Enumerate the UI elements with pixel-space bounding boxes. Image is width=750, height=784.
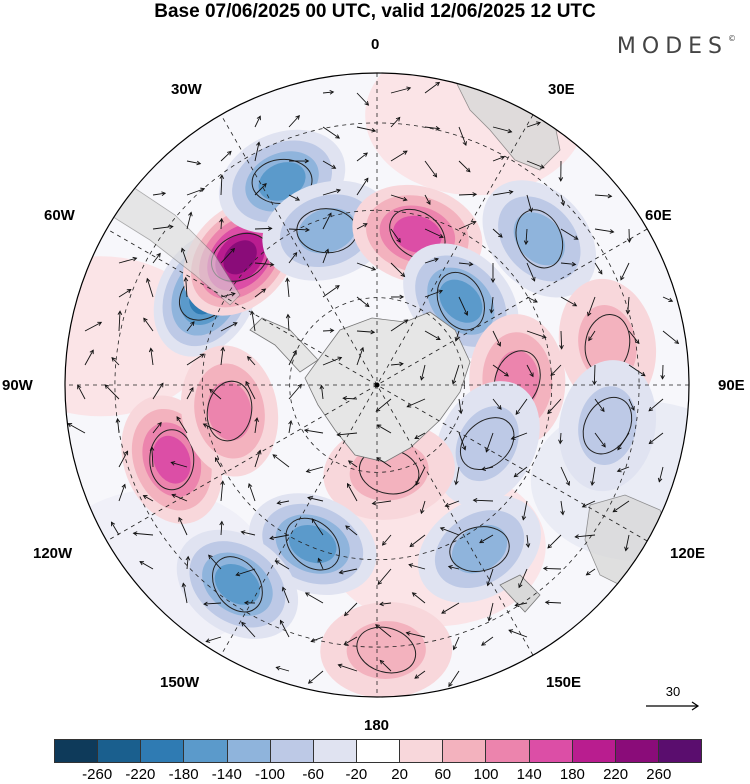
colorbar-tick-label: 20	[391, 766, 408, 783]
colorbar-segment	[443, 740, 486, 762]
colorbar-segment	[184, 740, 227, 762]
colorbar-segment	[271, 740, 314, 762]
colorbar-segment	[616, 740, 659, 762]
colorbar-tick-label: 220	[603, 766, 628, 783]
colorbar-segment	[530, 740, 573, 762]
lon-label-150e: 150E	[546, 674, 581, 691]
reference-arrow-icon	[640, 684, 706, 714]
colorbar-tick-label: -220	[125, 766, 155, 783]
lon-label-60w: 60W	[44, 207, 75, 224]
colorbar-segment	[659, 740, 701, 762]
colorbar-segment	[228, 740, 271, 762]
lon-label-0: 0	[371, 36, 379, 53]
colorbar-tick-label: -20	[346, 766, 368, 783]
lon-label-150w: 150W	[160, 674, 199, 691]
lon-label-120e: 120E	[670, 545, 705, 562]
colorbar-segment	[486, 740, 529, 762]
lon-label-90w: 90W	[2, 377, 33, 394]
colorbar-segment	[573, 740, 616, 762]
colorbar-tick-label: 100	[473, 766, 498, 783]
lon-label-90e: 90E	[718, 377, 745, 394]
colorbar-tick-label: 60	[434, 766, 451, 783]
colorbar-tick-label: -100	[255, 766, 285, 783]
colorbar-segment	[55, 740, 98, 762]
colorbar-segment	[98, 740, 141, 762]
colorbar-tick-label: 260	[646, 766, 671, 783]
colorbar-segment	[314, 740, 357, 762]
colorbar-segment	[357, 740, 400, 762]
map-title: Base 07/06/2025 00 UTC, valid 12/06/2025…	[0, 0, 750, 24]
colorbar-tick-label: 180	[560, 766, 585, 783]
lon-label-60e: 60E	[645, 207, 672, 224]
lon-label-30e: 30E	[548, 81, 575, 98]
colorbar-labels: -260 -220 -180 -140 -100 -60 -20 20 60 100 140 180 2…	[0, 766, 750, 784]
lon-label-120w: 120W	[33, 545, 72, 562]
brand-mark: ©	[728, 34, 736, 43]
brand-text: MODES	[617, 34, 728, 59]
south-pole-marker	[375, 383, 380, 388]
colorbar-segment	[141, 740, 184, 762]
wind-vector	[255, 228, 272, 229]
lon-label-30w: 30W	[171, 81, 202, 98]
reference-vector: 30	[640, 684, 706, 714]
modes-logo: MODES©	[617, 34, 736, 59]
colorbar-segment	[400, 740, 443, 762]
colorbar-tick-label: -260	[82, 766, 112, 783]
wind-vector	[561, 331, 562, 349]
anomaly-field	[0, 35, 750, 700]
colorbar	[54, 739, 702, 763]
colorbar-tick-label: -60	[302, 766, 324, 783]
colorbar-tick-label: -140	[212, 766, 242, 783]
wind-vector	[544, 568, 561, 569]
lon-label-180: 180	[364, 717, 389, 734]
colorbar-tick-label: 140	[517, 766, 542, 783]
colorbar-tick-label: -180	[169, 766, 199, 783]
